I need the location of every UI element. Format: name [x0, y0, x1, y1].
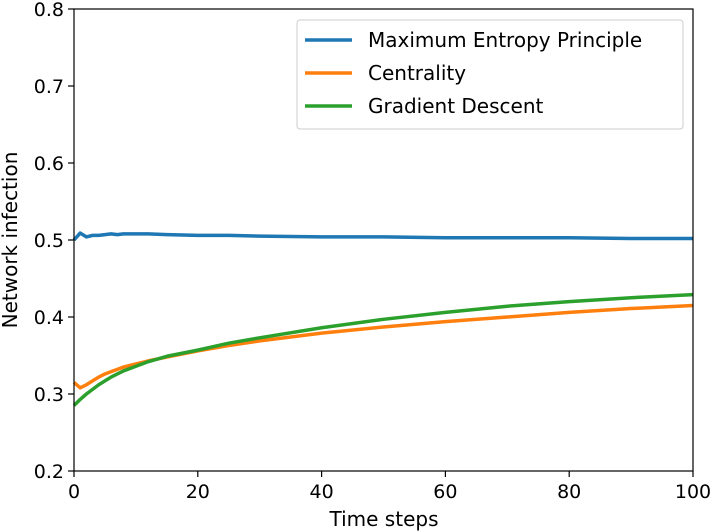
legend-box — [296, 19, 684, 130]
y-tick-label: 0.7 — [34, 76, 64, 98]
x-tick-label: 80 — [557, 481, 581, 503]
legend-label-2: Gradient Descent — [368, 94, 544, 118]
ticks: 0 20 40 60 80 100 0.2 0.3 0.4 0.5 0.6 0.7 0.8 — [34, 0, 711, 503]
legend-label-0: Maximum Entropy Principle — [368, 28, 642, 52]
x-axis-label: Time steps — [329, 507, 439, 531]
series-line-0 — [72, 231, 693, 242]
x-tick-label: 0 — [68, 481, 80, 503]
y-tick-label: 0.3 — [34, 384, 64, 406]
y-axis-label: Network infection — [0, 152, 22, 329]
x-tick-label: 20 — [186, 481, 210, 503]
y-tick-label: 0.4 — [34, 307, 64, 329]
x-tick-label: 60 — [433, 481, 457, 503]
x-tick-label: 40 — [310, 481, 334, 503]
y-tick-label: 0.8 — [34, 0, 64, 21]
y-tick-label: 0.5 — [34, 230, 64, 252]
series-line-2 — [72, 292, 694, 407]
y-tick-label: 0.2 — [34, 461, 64, 483]
y-tick-label: 0.6 — [34, 153, 64, 175]
x-tick-label: 100 — [675, 481, 711, 503]
plot-lines — [72, 231, 694, 407]
legend: Maximum Entropy Principle Centrality Gradi… — [296, 19, 684, 130]
legend-label-1: Centrality — [368, 61, 466, 85]
